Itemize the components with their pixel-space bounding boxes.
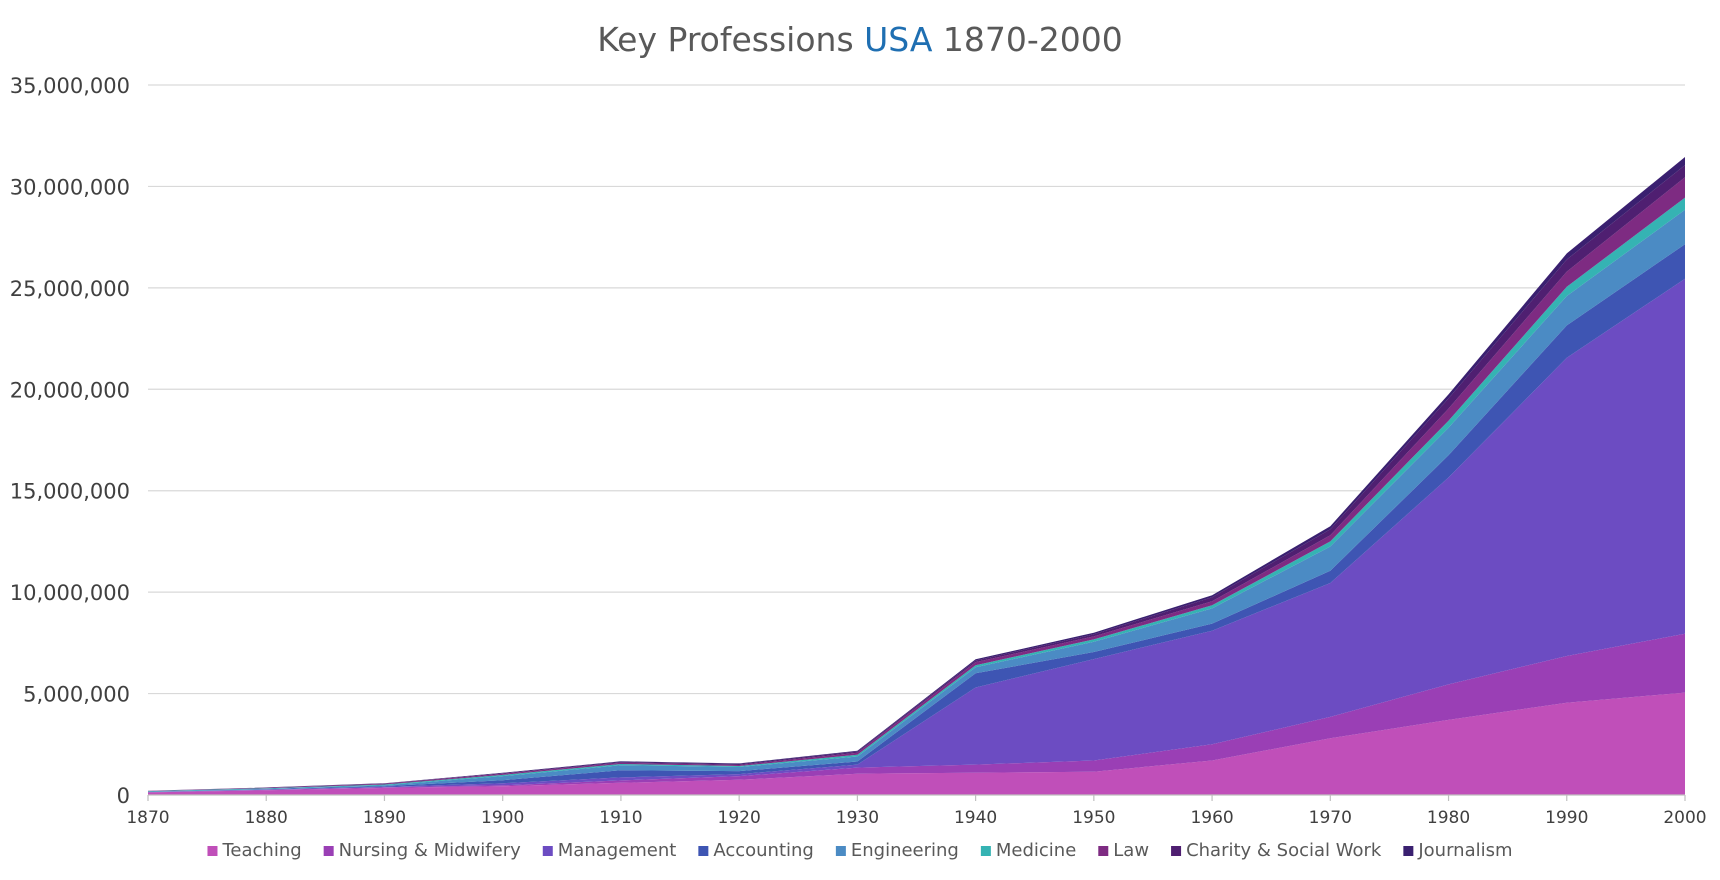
x-tick-label: 1960 — [1190, 808, 1233, 828]
x-tick-label: 1930 — [836, 808, 879, 828]
area-medicine — [148, 197, 1685, 792]
y-tick-label: 10,000,000 — [10, 581, 130, 605]
legend-item-engineering[interactable]: Engineering — [835, 840, 959, 861]
area-series — [148, 157, 1685, 795]
legend-label: Medicine — [996, 840, 1076, 861]
area-teaching — [148, 692, 1685, 795]
area-management — [148, 278, 1685, 793]
y-axis: 0 5,000,000 10,000,000 15,000,000 20,000,000… — [10, 74, 130, 808]
legend-item-nursing-midwifery[interactable]: Nursing & Midwifery — [323, 840, 521, 861]
legend-swatch — [207, 846, 218, 856]
x-tick-label: 1900 — [481, 808, 524, 828]
legend[interactable]: Teaching Nursing & Midwifery Management Acc… — [207, 840, 1513, 861]
legend-label: Management — [558, 840, 677, 861]
chart-title: Key Professions USA 1870-2000 — [597, 20, 1123, 59]
legend-label: Law — [1113, 840, 1149, 861]
y-tick-label: 15,000,000 — [10, 480, 130, 504]
legend-label: Accounting — [713, 840, 814, 861]
x-tick-label: 1890 — [363, 808, 406, 828]
x-tick-label: 1950 — [1072, 808, 1115, 828]
legend-swatch — [542, 846, 553, 856]
y-tick-label: 35,000,000 — [10, 74, 130, 98]
x-tick-label: 1920 — [718, 808, 761, 828]
legend-swatch — [1098, 846, 1109, 856]
chart-title-suffix: 1870-2000 — [932, 20, 1122, 59]
legend-label: Engineering — [851, 840, 959, 861]
area-engineering — [148, 209, 1685, 792]
legend-label: Charity & Social Work — [1186, 840, 1382, 861]
legend-label: Journalism — [1417, 840, 1512, 861]
legend-item-medicine[interactable]: Medicine — [980, 840, 1076, 861]
legend-swatch — [323, 846, 334, 856]
chart-title-highlight: USA — [864, 20, 933, 59]
x-tick-label: 1870 — [126, 808, 169, 828]
legend-swatch — [835, 846, 846, 856]
chart-title-prefix: Key Professions — [597, 20, 864, 59]
legend-item-accounting[interactable]: Accounting — [698, 840, 814, 861]
area-journalism — [148, 157, 1685, 791]
x-tick-label: 1990 — [1545, 808, 1588, 828]
x-axis: 1870 1880 1890 1900 1910 1920 1930 1940 1950 1960… — [126, 794, 1707, 828]
legend-swatch — [980, 846, 991, 856]
legend-label: Nursing & Midwifery — [339, 840, 521, 861]
x-tick-label: 1910 — [599, 808, 642, 828]
legend-label: Teaching — [221, 840, 301, 861]
x-tick-label: 2000 — [1663, 808, 1706, 828]
area-nursing-midwifery — [148, 633, 1685, 793]
x-tick-label: 1940 — [954, 808, 997, 828]
x-tick-label: 1970 — [1309, 808, 1352, 828]
legend-swatch — [1171, 846, 1182, 856]
legend-item-teaching[interactable]: Teaching — [207, 840, 302, 861]
x-tick-label: 1880 — [245, 808, 288, 828]
y-tick-label: 5,000,000 — [23, 683, 130, 707]
gridlines — [148, 84, 1685, 695]
y-tick-label: 20,000,000 — [10, 378, 130, 402]
legend-swatch — [1403, 846, 1414, 856]
y-tick-label: 0 — [117, 784, 130, 808]
legend-swatch — [698, 846, 709, 856]
legend-item-journalism[interactable]: Journalism — [1403, 840, 1513, 861]
x-tick-label: 1980 — [1427, 808, 1470, 828]
legend-item-charity-social-work[interactable]: Charity & Social Work — [1171, 840, 1382, 861]
legend-item-management[interactable]: Management — [542, 840, 677, 861]
y-tick-label: 30,000,000 — [10, 175, 130, 199]
y-tick-label: 25,000,000 — [10, 277, 130, 301]
legend-item-law[interactable]: Law — [1098, 840, 1149, 861]
area-charity-social-work — [148, 165, 1685, 791]
